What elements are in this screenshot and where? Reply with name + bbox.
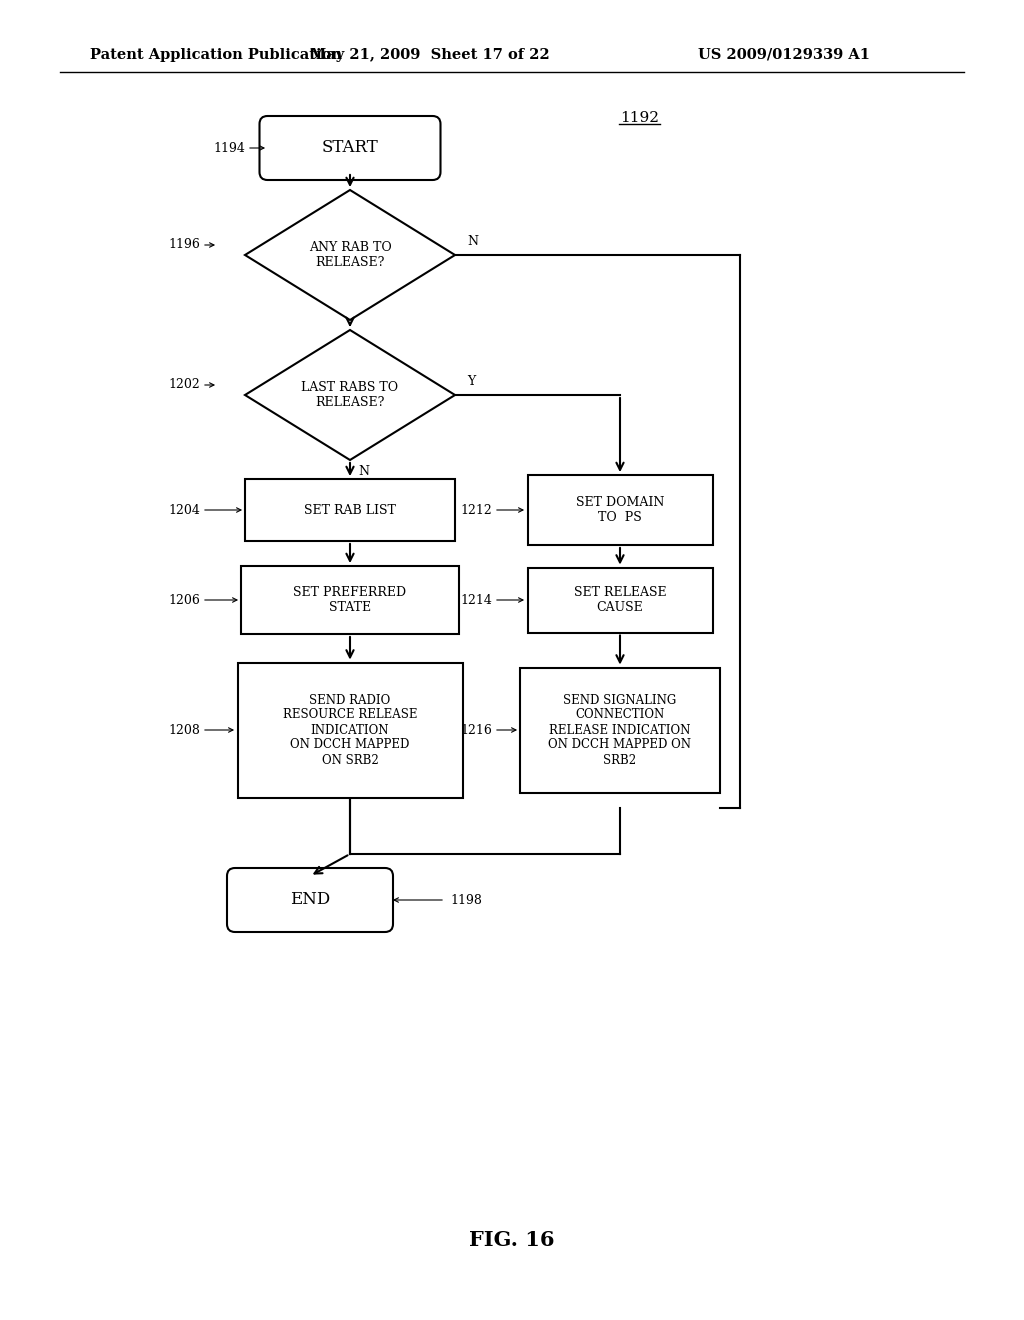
Text: 1208: 1208 — [168, 723, 200, 737]
Text: SEND RADIO
RESOURCE RELEASE
INDICATION
ON DCCH MAPPED
ON SRB2: SEND RADIO RESOURCE RELEASE INDICATION O… — [283, 693, 417, 767]
Text: N: N — [467, 235, 478, 248]
Bar — [238, 663, 463, 797]
Text: 1214: 1214 — [460, 594, 492, 606]
Text: 1204: 1204 — [168, 503, 200, 516]
Text: SET RAB LIST: SET RAB LIST — [304, 503, 396, 516]
Polygon shape — [245, 330, 455, 459]
Text: May 21, 2009  Sheet 17 of 22: May 21, 2009 Sheet 17 of 22 — [310, 48, 550, 62]
Text: SET DOMAIN
TO  PS: SET DOMAIN TO PS — [575, 496, 665, 524]
Text: Patent Application Publication: Patent Application Publication — [90, 48, 342, 62]
Text: SET RELEASE
CAUSE: SET RELEASE CAUSE — [573, 586, 667, 614]
Text: 1196: 1196 — [168, 239, 200, 252]
Text: LAST RABS TO
RELEASE?: LAST RABS TO RELEASE? — [301, 381, 398, 409]
Bar — [527, 568, 713, 632]
Text: ANY RAB TO
RELEASE?: ANY RAB TO RELEASE? — [308, 242, 391, 269]
Bar — [245, 479, 455, 541]
FancyBboxPatch shape — [259, 116, 440, 180]
Text: 1192: 1192 — [620, 111, 659, 125]
Text: US 2009/0129339 A1: US 2009/0129339 A1 — [698, 48, 870, 62]
Polygon shape — [245, 190, 455, 319]
Text: FIG. 16: FIG. 16 — [469, 1230, 555, 1250]
Text: END: END — [290, 891, 330, 908]
Bar — [520, 668, 720, 792]
Text: 1206: 1206 — [168, 594, 200, 606]
Text: 1198: 1198 — [450, 894, 482, 907]
Bar — [527, 475, 713, 545]
Text: N: N — [358, 465, 369, 478]
Text: Y: Y — [467, 375, 475, 388]
Text: SEND SIGNALING
CONNECTION
RELEASE INDICATION
ON DCCH MAPPED ON
SRB2: SEND SIGNALING CONNECTION RELEASE INDICA… — [549, 693, 691, 767]
FancyBboxPatch shape — [227, 869, 393, 932]
Text: 1216: 1216 — [460, 723, 492, 737]
Bar — [241, 566, 459, 634]
Text: SET PREFERRED
STATE: SET PREFERRED STATE — [294, 586, 407, 614]
Text: 1194: 1194 — [213, 141, 245, 154]
Text: START: START — [322, 140, 379, 157]
Text: 1212: 1212 — [460, 503, 492, 516]
Text: 1202: 1202 — [168, 379, 200, 392]
